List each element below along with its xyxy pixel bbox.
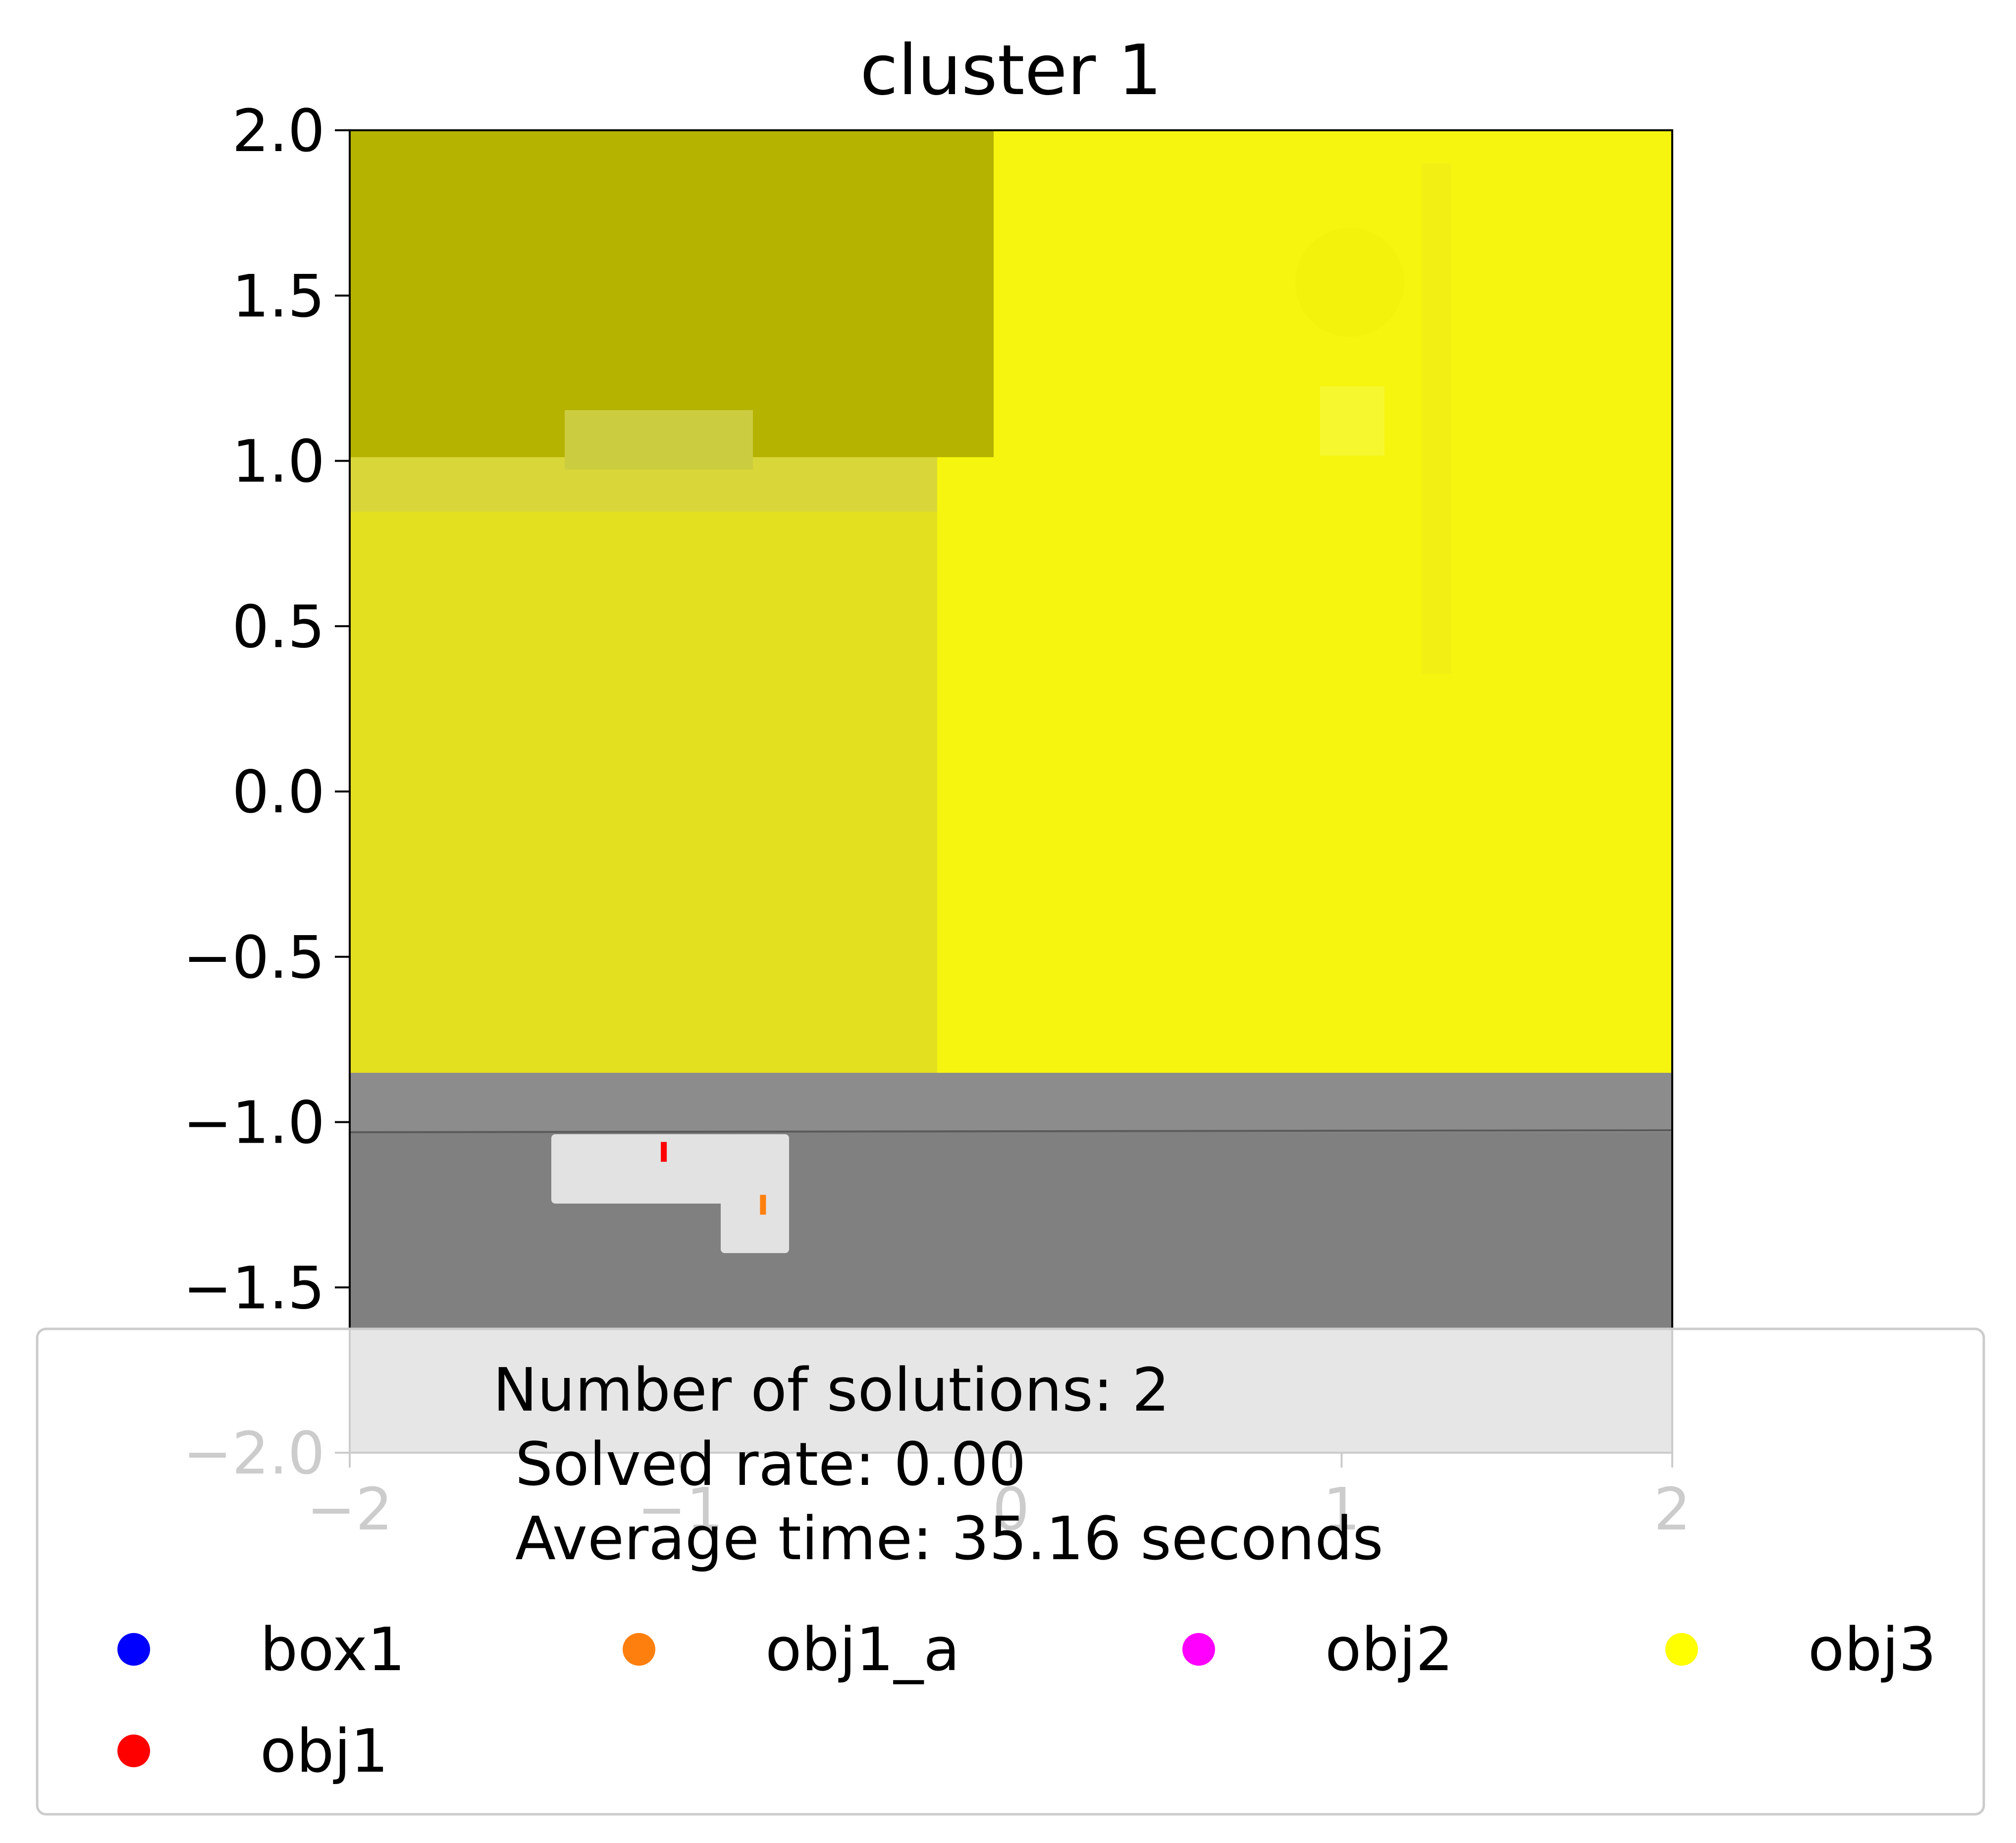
legend-marker-obj3 [1665, 1633, 1698, 1666]
scene-background-image [350, 130, 1672, 1453]
legend-label-box1: box1 [260, 1616, 405, 1685]
legend-marker-box1 [117, 1633, 150, 1666]
legend-stat-solved-rate: Solved rate: 0.00 [515, 1430, 1026, 1499]
y-tick-label: 1.5 [232, 262, 325, 330]
legend-label-obj1: obj1 [260, 1717, 388, 1786]
y-tick-label: 0.0 [232, 758, 325, 826]
y-tick-label: 2.0 [232, 97, 325, 165]
data-point-obj1_a [760, 1195, 766, 1215]
y-tick-label: −1.5 [183, 1254, 325, 1322]
legend-box [36, 1327, 1985, 1816]
legend-marker-obj1 [117, 1735, 150, 1767]
legend-label-obj1_a: obj1_a [765, 1616, 960, 1685]
legend-label-obj2: obj2 [1325, 1616, 1453, 1685]
legend: Number of solutions: 2 Solved rate: 0.00… [36, 1327, 1985, 1816]
y-tick-label: 1.0 [232, 427, 325, 496]
y-tick-label: −0.5 [183, 923, 325, 992]
series-markers [661, 1142, 766, 1215]
legend-stat-solutions: Number of solutions: 2 [493, 1356, 1170, 1425]
legend-entries: box1 obj1_a obj2 obj3 obj1 [117, 1616, 1936, 1786]
y-tick-label: 0.5 [232, 592, 325, 661]
legend-stat-average-time: Average time: 35.16 seconds [515, 1505, 1383, 1574]
legend-marker-obj2 [1182, 1633, 1215, 1666]
legend-marker-obj1_a [623, 1633, 655, 1666]
y-tick-label: −1.0 [183, 1089, 325, 1157]
legend-label-obj3: obj3 [1808, 1616, 1936, 1685]
data-point-obj1 [661, 1142, 667, 1162]
chart-title: cluster 1 [860, 30, 1162, 111]
